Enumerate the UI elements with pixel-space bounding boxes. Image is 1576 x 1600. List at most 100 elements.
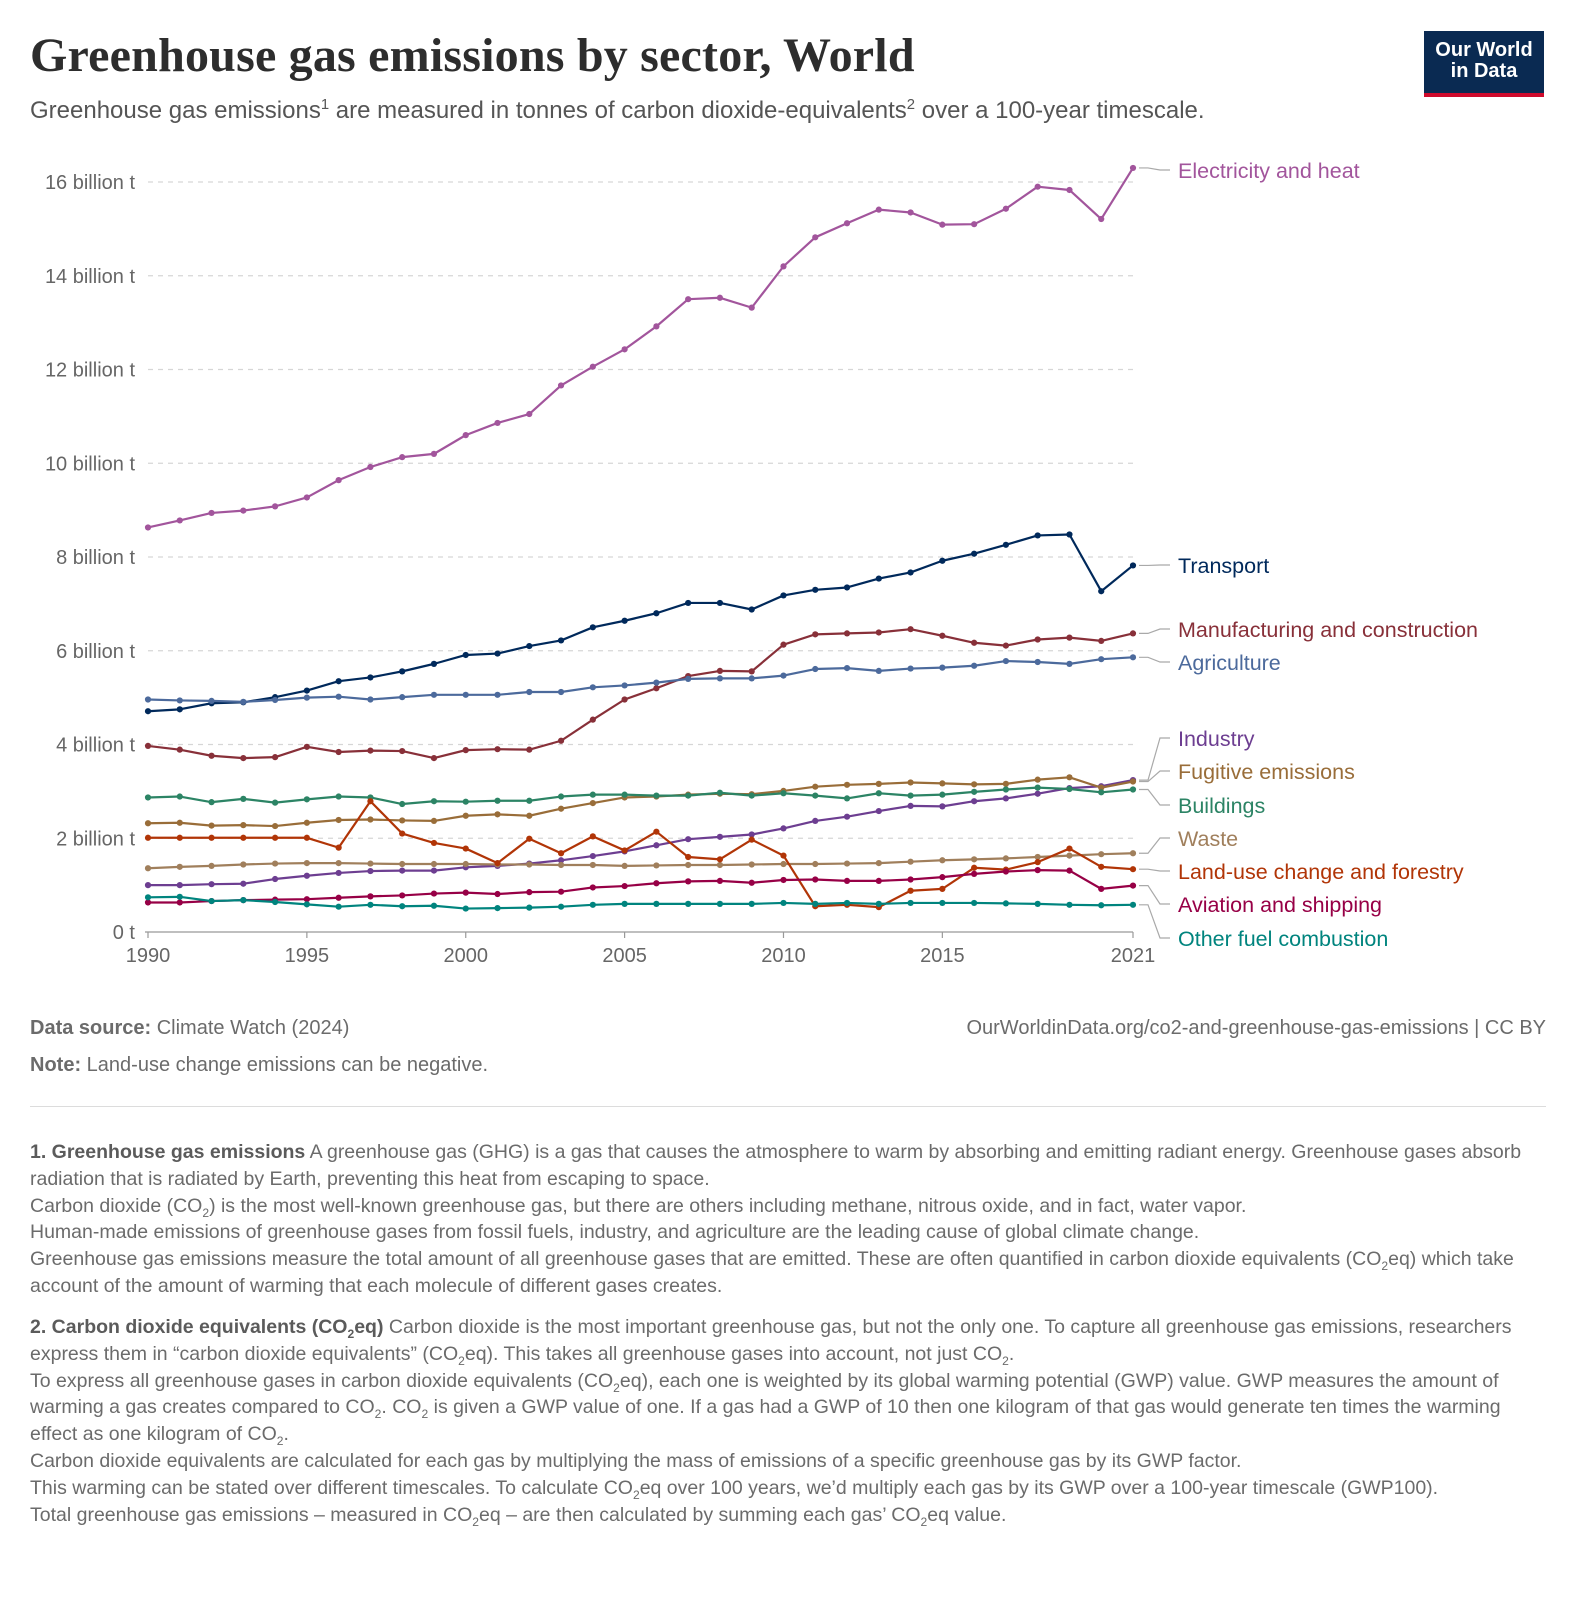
- data-point: [303, 743, 310, 750]
- data-point: [208, 799, 215, 806]
- label-connector: [1139, 737, 1170, 781]
- data-point: [971, 221, 978, 228]
- data-point: [557, 850, 565, 857]
- data-point: [335, 903, 342, 910]
- data-point: [1034, 853, 1041, 861]
- label-connector: [1139, 167, 1170, 171]
- data-point: [557, 857, 565, 864]
- footnote-ref-1[interactable]: 1: [320, 97, 330, 113]
- data-point: [399, 747, 406, 755]
- data-point: [748, 668, 755, 675]
- data-point: [526, 642, 533, 650]
- data-point: [939, 885, 946, 892]
- data-point: [653, 862, 660, 869]
- series-label: Other fuel combustion: [1178, 927, 1388, 951]
- footnote-text: A greenhouse gas (GHG) is a gas that cau…: [30, 1141, 1522, 1190]
- data-point: [208, 881, 215, 888]
- data-point: [621, 862, 628, 870]
- label-connector: [1139, 770, 1170, 783]
- data-point: [812, 876, 819, 883]
- data-point: [557, 903, 565, 910]
- data-point: [812, 783, 819, 790]
- data-point: [939, 780, 946, 787]
- data-point: [399, 817, 406, 824]
- data-point: [1066, 531, 1073, 538]
- footnote-ref-2[interactable]: 2: [906, 97, 916, 113]
- data-point: [716, 599, 724, 607]
- data-point: [621, 882, 628, 890]
- data-point: [367, 867, 374, 875]
- data-point: [303, 819, 310, 826]
- data-point: [399, 860, 406, 868]
- footnote-text: .: [283, 1423, 289, 1446]
- data-point: [1002, 868, 1010, 875]
- data-point: [240, 897, 247, 904]
- data-point: [843, 877, 851, 885]
- data-point: [526, 410, 533, 418]
- data-point: [176, 746, 183, 753]
- data-point: [1066, 901, 1073, 908]
- data-point: [843, 899, 851, 907]
- data-point: [240, 795, 247, 802]
- data-point: [335, 859, 342, 867]
- data-point: [653, 685, 660, 692]
- data-point: [971, 550, 978, 557]
- data-point: [399, 892, 406, 899]
- data-point: [240, 698, 247, 705]
- label-connector: [1139, 788, 1170, 806]
- data-point: [462, 812, 469, 819]
- data-point: [780, 876, 787, 884]
- data-point: [271, 834, 279, 841]
- data-point: [812, 586, 819, 593]
- data-point: [812, 631, 819, 638]
- y-tick-label: 14 billion t: [45, 266, 136, 288]
- chart-note: Note: Land-use change emissions can be n…: [30, 1054, 488, 1077]
- data-point: [1034, 636, 1041, 643]
- data-point: [526, 688, 533, 696]
- data-point: [907, 665, 914, 672]
- footnote-title-part: eq): [354, 1316, 384, 1338]
- source-url[interactable]: OurWorldinData.org/co2-and-greenhouse-ga…: [966, 1017, 1546, 1039]
- footnote-paragraph: Greenhouse gas emissions measure the tot…: [30, 1246, 1550, 1300]
- data-point: [399, 903, 406, 910]
- data-point: [462, 432, 469, 439]
- data-point: [589, 884, 596, 891]
- data-point: [971, 781, 978, 788]
- label-connector: [1139, 868, 1170, 872]
- data-point: [780, 825, 787, 832]
- data-point: [367, 816, 374, 823]
- data-point: [462, 889, 469, 896]
- data-point: [1066, 660, 1073, 667]
- series-label: Agriculture: [1178, 651, 1281, 675]
- data-source-label: Data source:: [30, 1017, 152, 1039]
- data-source-value[interactable]: Climate Watch (2024): [151, 1017, 350, 1039]
- data-point: [144, 524, 152, 531]
- data-point: [1066, 186, 1073, 194]
- data-point: [494, 746, 501, 753]
- subscript: 2: [613, 1380, 620, 1395]
- data-point: [1129, 562, 1137, 569]
- logo-line: Our World: [1435, 39, 1533, 61]
- data-point: [1098, 902, 1105, 909]
- data-point: [1034, 900, 1041, 907]
- data-point: [367, 463, 374, 471]
- data-point: [430, 798, 438, 805]
- data-point: [335, 678, 342, 685]
- data-point: [812, 860, 819, 868]
- chart-subtitle: Greenhouse gas emissions1 are measured i…: [30, 97, 1205, 125]
- data-point: [144, 894, 152, 901]
- data-point: [176, 899, 183, 906]
- owid-logo[interactable]: Our World in Data: [1424, 31, 1544, 97]
- data-point: [462, 651, 469, 659]
- footnote-paragraph: 2. Carbon dioxide equivalents (CO2eq) Ca…: [30, 1314, 1550, 1368]
- subscript: 2: [472, 1514, 479, 1529]
- data-point: [335, 844, 342, 851]
- data-point: [462, 860, 469, 868]
- data-point: [812, 817, 819, 825]
- data-point: [462, 747, 469, 754]
- data-point: [843, 795, 851, 802]
- data-point: [399, 867, 406, 874]
- data-point: [526, 746, 533, 753]
- series-label: Buildings: [1178, 794, 1265, 818]
- data-point: [939, 857, 946, 864]
